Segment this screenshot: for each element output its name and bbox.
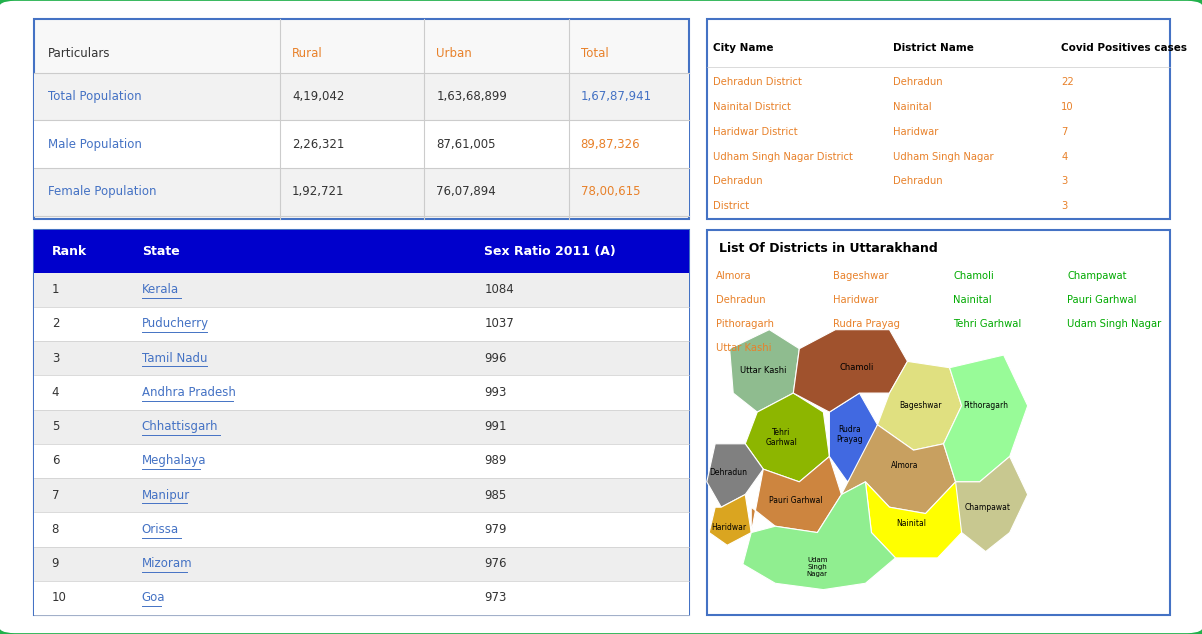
Text: 4,19,042: 4,19,042 bbox=[292, 90, 345, 103]
Text: Rudra Prayag: Rudra Prayag bbox=[833, 319, 900, 329]
Text: Chhattisgarh: Chhattisgarh bbox=[142, 420, 219, 433]
Text: 3: 3 bbox=[1061, 176, 1067, 186]
Text: Andhra Pradesh: Andhra Pradesh bbox=[142, 386, 236, 399]
Text: 976: 976 bbox=[484, 557, 507, 570]
Text: 1084: 1084 bbox=[484, 283, 514, 296]
Text: District: District bbox=[713, 202, 749, 211]
Text: 9: 9 bbox=[52, 557, 59, 570]
FancyBboxPatch shape bbox=[34, 341, 689, 375]
Text: Haridwar: Haridwar bbox=[833, 295, 879, 305]
Text: Champawat: Champawat bbox=[965, 503, 1011, 512]
Text: Tehri
Garhwal: Tehri Garhwal bbox=[766, 428, 797, 447]
Text: Bageshwar: Bageshwar bbox=[833, 271, 888, 281]
FancyBboxPatch shape bbox=[34, 230, 689, 615]
Text: 76,07,894: 76,07,894 bbox=[436, 185, 496, 198]
Text: 2: 2 bbox=[52, 318, 59, 330]
Text: Total Population: Total Population bbox=[48, 90, 142, 103]
FancyBboxPatch shape bbox=[34, 375, 689, 410]
Text: 991: 991 bbox=[484, 420, 507, 433]
Text: 4: 4 bbox=[52, 386, 59, 399]
Polygon shape bbox=[956, 456, 1028, 552]
Text: Tehri Garhwal: Tehri Garhwal bbox=[953, 319, 1022, 329]
Text: Udam Singh Nagar: Udam Singh Nagar bbox=[1067, 319, 1161, 329]
Text: Almora: Almora bbox=[716, 271, 752, 281]
Text: Uttar Kashi: Uttar Kashi bbox=[716, 343, 772, 353]
Text: 1: 1 bbox=[52, 283, 59, 296]
Text: 10: 10 bbox=[52, 592, 66, 604]
Text: District Name: District Name bbox=[893, 42, 974, 53]
Polygon shape bbox=[829, 393, 877, 482]
Text: Rudra
Prayag: Rudra Prayag bbox=[837, 425, 863, 444]
Text: 973: 973 bbox=[484, 592, 507, 604]
Text: Chamoli: Chamoli bbox=[953, 271, 994, 281]
FancyBboxPatch shape bbox=[34, 444, 689, 478]
Polygon shape bbox=[730, 330, 799, 412]
Text: Puducherry: Puducherry bbox=[142, 318, 209, 330]
Text: Haridwar District: Haridwar District bbox=[713, 127, 797, 137]
FancyBboxPatch shape bbox=[34, 168, 689, 216]
Polygon shape bbox=[944, 355, 1028, 482]
Text: 89,87,326: 89,87,326 bbox=[581, 138, 641, 151]
Text: Orissa: Orissa bbox=[142, 523, 179, 536]
Polygon shape bbox=[793, 330, 908, 412]
FancyBboxPatch shape bbox=[34, 120, 689, 168]
Text: Dehradun: Dehradun bbox=[709, 468, 748, 477]
FancyBboxPatch shape bbox=[707, 230, 1170, 615]
Text: 10: 10 bbox=[1061, 102, 1075, 112]
Text: Dehradun: Dehradun bbox=[893, 176, 942, 186]
Text: Goa: Goa bbox=[142, 592, 166, 604]
Text: 7: 7 bbox=[1061, 127, 1067, 137]
Polygon shape bbox=[751, 456, 841, 533]
Text: 1,63,68,899: 1,63,68,899 bbox=[436, 90, 507, 103]
Text: Nainital: Nainital bbox=[897, 519, 926, 527]
Text: Particulars: Particulars bbox=[48, 48, 111, 60]
Text: 6: 6 bbox=[52, 455, 59, 467]
Polygon shape bbox=[743, 482, 895, 590]
Text: Sex Ratio 2011 (A): Sex Ratio 2011 (A) bbox=[484, 245, 617, 257]
Text: 993: 993 bbox=[484, 386, 507, 399]
Text: Rural: Rural bbox=[292, 48, 323, 60]
Text: Nainital: Nainital bbox=[893, 102, 932, 112]
Text: 985: 985 bbox=[484, 489, 507, 501]
Text: Nainital District: Nainital District bbox=[713, 102, 791, 112]
Text: Champawat: Champawat bbox=[1067, 271, 1127, 281]
FancyBboxPatch shape bbox=[34, 547, 689, 581]
FancyBboxPatch shape bbox=[707, 19, 1170, 219]
Text: 5: 5 bbox=[52, 420, 59, 433]
FancyBboxPatch shape bbox=[34, 19, 689, 219]
Text: 1,92,721: 1,92,721 bbox=[292, 185, 345, 198]
Text: List Of Districts in Uttarakhand: List Of Districts in Uttarakhand bbox=[719, 242, 938, 255]
Polygon shape bbox=[745, 393, 829, 482]
Text: 989: 989 bbox=[484, 455, 507, 467]
FancyBboxPatch shape bbox=[34, 512, 689, 547]
Text: Dehradun District: Dehradun District bbox=[713, 77, 802, 87]
Text: Manipur: Manipur bbox=[142, 489, 190, 501]
FancyBboxPatch shape bbox=[34, 410, 689, 444]
Text: State: State bbox=[142, 245, 179, 257]
Text: Mizoram: Mizoram bbox=[142, 557, 192, 570]
Text: 7: 7 bbox=[52, 489, 59, 501]
Text: Meghalaya: Meghalaya bbox=[142, 455, 207, 467]
Text: Rank: Rank bbox=[52, 245, 87, 257]
Text: Udham Singh Nagar District: Udham Singh Nagar District bbox=[713, 152, 852, 162]
Text: Urban: Urban bbox=[436, 48, 472, 60]
Text: 78,00,615: 78,00,615 bbox=[581, 185, 641, 198]
Text: Pithoragarh: Pithoragarh bbox=[716, 319, 774, 329]
Text: 22: 22 bbox=[1061, 77, 1075, 87]
Text: Covid Positives cases: Covid Positives cases bbox=[1061, 42, 1188, 53]
Text: Almora: Almora bbox=[892, 462, 918, 470]
Polygon shape bbox=[865, 482, 980, 558]
Text: 979: 979 bbox=[484, 523, 507, 536]
Text: Male Population: Male Population bbox=[48, 138, 142, 151]
Polygon shape bbox=[707, 444, 763, 507]
Text: Chamoli: Chamoli bbox=[840, 363, 874, 372]
Text: 3: 3 bbox=[1061, 202, 1067, 211]
FancyBboxPatch shape bbox=[34, 307, 689, 341]
FancyBboxPatch shape bbox=[34, 73, 689, 120]
Text: 8: 8 bbox=[52, 523, 59, 536]
Text: City Name: City Name bbox=[713, 42, 773, 53]
Text: 2,26,321: 2,26,321 bbox=[292, 138, 345, 151]
FancyBboxPatch shape bbox=[34, 581, 689, 615]
FancyBboxPatch shape bbox=[34, 273, 689, 307]
